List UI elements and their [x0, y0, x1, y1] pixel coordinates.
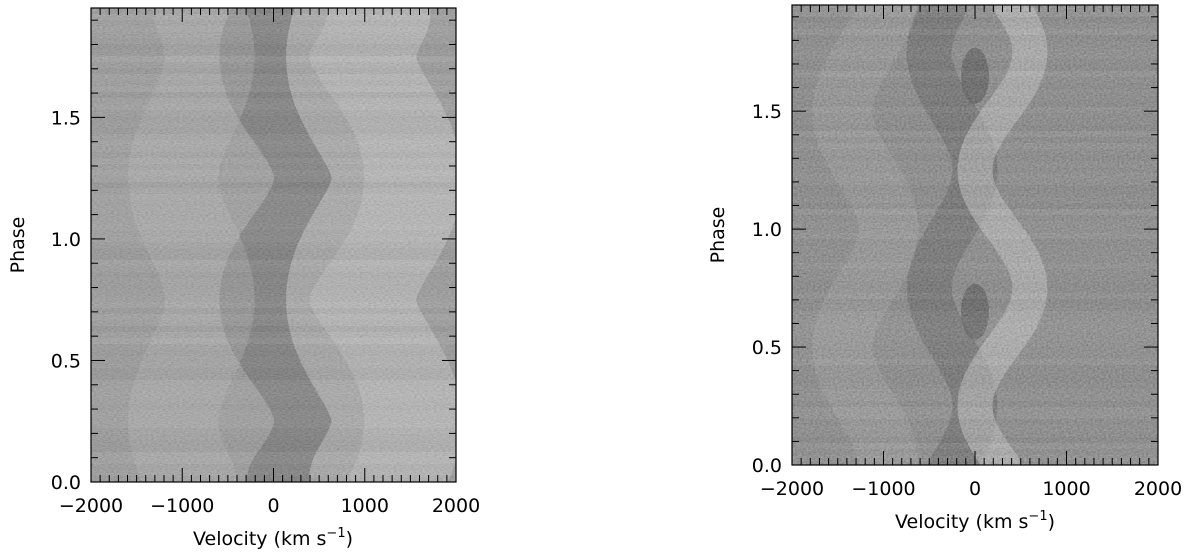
- right-pixel-noise: [792, 5, 1158, 465]
- right-x-tick-label: 1000: [1042, 478, 1090, 500]
- right-y-tick-label: 1.5: [752, 101, 782, 123]
- left-x-tick-label: 1000: [341, 495, 389, 517]
- right-heatmap: [792, 5, 1158, 465]
- left-pixel-noise: [91, 8, 456, 482]
- right-y-axis-label: Phase: [707, 207, 729, 264]
- left-x-tick-labels: −2000 −1000 0 1000 2000: [59, 495, 480, 517]
- right-y-tick-label: 0.5: [752, 337, 782, 359]
- left-x-axis-label: Velocity (km s−1): [193, 526, 353, 550]
- left-y-tick-label: 1.5: [51, 107, 81, 129]
- left-x-tick-label: 0: [267, 495, 279, 517]
- right-x-axis-label: Velocity (km s−1): [895, 509, 1055, 533]
- left-y-tick-labels: 0.0 0.5 1.0 1.5: [51, 107, 81, 494]
- right-x-tick-label: −1000: [851, 478, 915, 500]
- right-ticks: [791, 5, 1159, 466]
- right-x-tick-labels: −2000 −1000 0 1000 2000: [760, 478, 1182, 500]
- left-y-tick-label: 1.0: [51, 229, 81, 251]
- right-x-tick-label: −2000: [760, 478, 824, 500]
- left-x-tick-label: −2000: [59, 495, 123, 517]
- left-panel: −2000 −1000 0 1000 2000 0.0 0.5 1.0 1.5 Velocit…: [7, 7, 480, 550]
- left-x-tick-label: −1000: [150, 495, 214, 517]
- left-y-axis-label: Phase: [7, 217, 29, 274]
- right-y-tick-label: 0.0: [752, 455, 782, 477]
- left-y-tick-label: 0.5: [51, 350, 81, 372]
- right-x-tick-label: 2000: [1134, 478, 1182, 500]
- right-panel: −2000 −1000 0 1000 2000 0.0 0.5 1.0 1.5 Velocit…: [707, 4, 1182, 533]
- right-x-tick-label: 0: [969, 478, 981, 500]
- right-y-tick-label: 1.0: [752, 219, 782, 241]
- left-ticks: [90, 8, 457, 483]
- left-heatmap: [91, 8, 456, 482]
- left-y-tick-label: 0.0: [51, 472, 81, 494]
- right-y-tick-labels: 0.0 0.5 1.0 1.5: [752, 101, 782, 477]
- left-x-tick-label: 2000: [432, 495, 480, 517]
